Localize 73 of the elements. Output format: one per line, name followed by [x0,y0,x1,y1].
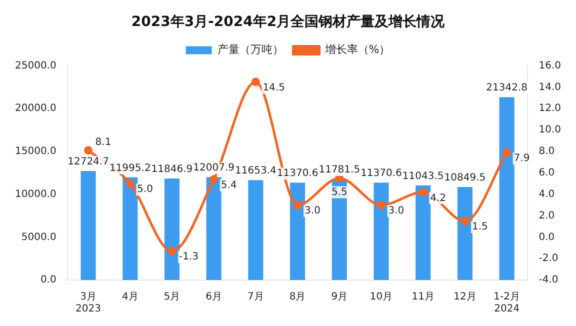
data-label: 12007.9 [193,162,235,174]
legend-label: 产量（万吨） [217,43,284,56]
point [84,146,93,155]
data-label: 11370.6 [276,168,318,180]
y-tick-label: 10000.0 [14,188,56,200]
bar [374,182,389,280]
y2-tick-label: 0.0 [538,232,555,243]
y-tick-label: 15000.0 [14,146,56,158]
point [377,200,386,210]
y2-tick-label: 12.0 [538,103,561,114]
data-label: 10849.5 [444,172,486,184]
point [210,175,218,184]
bar [457,187,472,280]
x-tick-label: 1-2月 2024 [494,292,520,315]
x-tick-label: 8月 [289,292,306,303]
x-tick-label: 6月 [206,292,222,303]
point [460,216,470,226]
bar [206,177,222,280]
data-label: 11846.9 [151,164,193,176]
data-label: 11370.6 [360,168,402,180]
bar [290,182,306,280]
data-label: 4.2 [430,192,446,204]
bar [416,185,431,280]
x-tick-label: 3月 2023 [76,292,102,315]
point [251,78,260,86]
y2-tick-label: 6.0 [538,167,555,178]
data-label: 11043.5 [402,170,444,182]
y2-tick-label: 8.0 [538,146,555,158]
data-label: 8.1 [95,137,112,148]
x-tick-label: 11月 [412,292,434,303]
y2-tick-label: 14.0 [538,82,561,93]
data-label: 5.0 [137,184,154,196]
data-label: -1.3 [178,252,198,263]
y2-tick-label: -4.0 [538,274,558,286]
point [502,148,512,157]
bar [122,177,138,280]
bar [80,170,96,280]
point [126,179,134,188]
x-tick-label: 7月 [248,292,264,303]
x-tick-label: 5月 [164,292,180,303]
data-label: 7.9 [514,153,530,164]
data-label: 12724.7 [68,156,109,168]
data-label: 14.5 [262,82,285,94]
y2-tick-label: 16.0 [538,60,561,72]
point [418,188,428,196]
x-tick-label: 4月 [122,292,138,303]
legend-label: 增长率（%） [324,43,390,56]
data-label: 11781.5 [318,164,360,176]
y-tick-label: 5000.0 [21,232,56,243]
point [293,200,302,210]
y-tick-label: 0.0 [40,274,56,286]
bar [499,97,514,280]
data-label: 11995.2 [109,162,151,174]
y-tick-label: 25000.0 [14,60,56,72]
x-tick-label: 10月 [370,292,393,303]
y-tick-label: 20000.0 [14,103,56,114]
chart-title: 2023年3月-2024年2月全国钢材产量及增长情况 [131,13,446,30]
x-tick-label: 12月 [454,292,476,303]
data-label: 3.0 [304,206,320,217]
y2-tick-label: 2.0 [538,210,555,222]
data-label: 1.5 [472,222,488,233]
data-label: 11653.4 [235,166,276,177]
point [168,246,176,256]
y2-tick-label: 4.0 [538,188,555,200]
data-label: 5.4 [220,180,237,191]
data-label: 21342.8 [486,82,528,94]
y2-tick-label: 10.0 [538,124,561,136]
bar [164,178,180,280]
data-label: 5.5 [331,186,348,198]
x-tick-label: 9月 [331,292,348,303]
bar [248,180,264,280]
y2-tick-label: -2.0 [538,253,558,264]
data-label: 3.0 [388,206,404,217]
